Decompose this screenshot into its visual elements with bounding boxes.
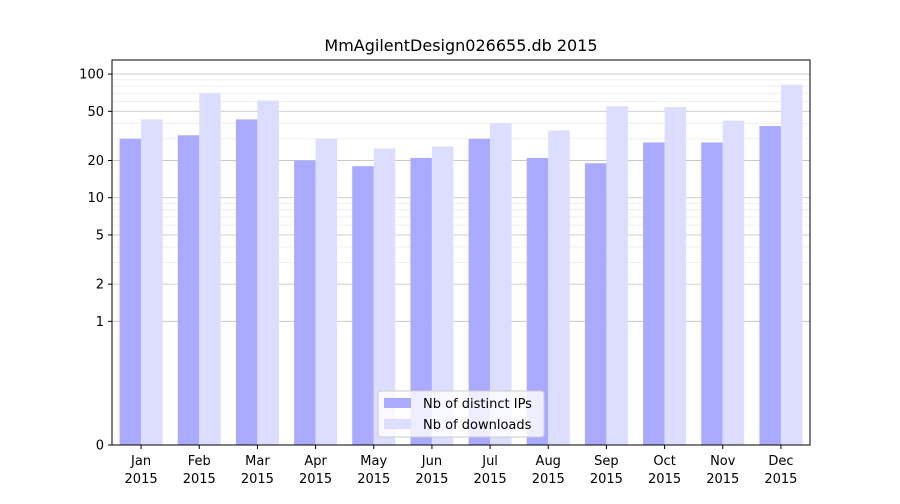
y-tick-label: 100 [79, 68, 104, 83]
bar-downloads-jul [490, 123, 512, 445]
chart-title: MmAgilentDesign026655.db 2015 [324, 36, 597, 55]
x-tick-label-year: 2015 [415, 472, 448, 487]
bar-downloads-sep [606, 106, 628, 445]
bar-distinct-ips-mar [235, 119, 258, 445]
legend-label: Nb of downloads [423, 418, 532, 433]
bar-downloads-jun [431, 146, 454, 445]
bar-downloads-dec [780, 84, 803, 445]
bar-distinct-ips-jan [119, 138, 142, 446]
x-tick-label-month: Sep [594, 454, 619, 469]
x-tick-label-year: 2015 [532, 472, 565, 487]
y-tick-label: 0 [96, 439, 104, 454]
x-tick-label-month: Oct [653, 454, 675, 469]
x-tick-label-month: Jun [421, 454, 442, 469]
bar-distinct-ips-feb [177, 135, 200, 445]
x-tick-label-year: 2015 [357, 472, 390, 487]
plot-frame [111, 59, 811, 446]
bars [119, 84, 803, 446]
x-tick-label-year: 2015 [241, 472, 274, 487]
bar-distinct-ips-jun [410, 157, 432, 446]
x-tick-label-year: 2015 [706, 472, 739, 487]
bar-distinct-ips-aug [526, 157, 549, 446]
bar-distinct-ips-jul [468, 138, 491, 446]
y-tick-label: 50 [87, 105, 104, 120]
legend-swatch [384, 419, 411, 429]
bar-distinct-ips-apr [294, 160, 316, 445]
x-tick-label-month: Dec [768, 454, 793, 469]
bar-distinct-ips-dec [759, 126, 781, 445]
legend-label: Nb of distinct IPs [423, 397, 532, 412]
x-tick-label-month: Mar [245, 454, 270, 469]
y-tick-label: 10 [87, 191, 104, 206]
bar-distinct-ips-sep [584, 163, 607, 445]
y-tick-label: 1 [96, 315, 104, 330]
bar-downloads-nov [722, 120, 745, 446]
y-tick-label: 5 [96, 228, 104, 243]
legend-swatch [384, 398, 411, 408]
x-tick-label-month: Feb [188, 454, 211, 469]
x-tick-label-month: Aug [536, 454, 561, 469]
x-tick-label-year: 2015 [648, 472, 681, 487]
x-tick-label-year: 2015 [764, 472, 797, 487]
bar-downloads-feb [199, 93, 221, 445]
bar-downloads-jan [141, 119, 163, 445]
x-tick-label-month: May [360, 454, 387, 469]
x-tick-label-year: 2015 [183, 472, 216, 487]
x-tick-label-month: Jan [130, 454, 151, 469]
bar-distinct-ips-may [352, 166, 374, 445]
bar-downloads-apr [315, 138, 338, 446]
y-axis: 0 1 2 5 10 20 50 100 [79, 68, 112, 454]
legend: Nb of distinct IPs Nb of downloads [377, 390, 545, 438]
x-axis: Jan 2015 Feb 2015 Mar 2015 Apr 2015 May 2015 Jun 20… [125, 445, 797, 487]
legend-box [377, 390, 545, 438]
x-tick-label-year: 2015 [299, 472, 332, 487]
bar-distinct-ips-nov [701, 142, 723, 445]
y-tick-label: 20 [87, 154, 104, 169]
x-tick-label-month: Apr [304, 454, 327, 469]
x-tick-label-month: Jul [481, 454, 498, 469]
x-tick-label-year: 2015 [125, 472, 158, 487]
y-tick-label: 2 [96, 278, 104, 293]
bar-distinct-ips-oct [643, 142, 665, 445]
x-tick-label-month: Nov [710, 454, 736, 469]
bar-downloads-mar [257, 100, 279, 445]
x-tick-label-year: 2015 [474, 472, 507, 487]
bar-downloads-oct [664, 107, 687, 445]
bar-downloads-may [373, 148, 396, 445]
grid-lines [112, 73, 810, 322]
bar-downloads-aug [548, 130, 570, 445]
x-tick-label-year: 2015 [590, 472, 623, 487]
